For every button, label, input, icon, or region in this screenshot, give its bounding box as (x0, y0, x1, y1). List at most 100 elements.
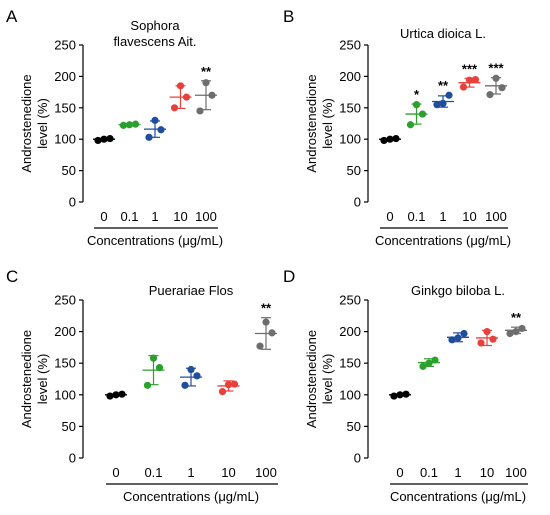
significance-marker: ** (438, 78, 449, 93)
y-axis-label: level (%) (320, 354, 335, 405)
y-tick-label: 50 (62, 163, 76, 178)
x-axis-label: Concentrations (μg/mL) (87, 233, 223, 248)
data-point (477, 339, 485, 347)
y-tick-label: 150 (54, 100, 76, 115)
y-tick-label: 0 (354, 451, 361, 466)
significance-marker: ** (261, 301, 272, 316)
data-point (498, 84, 506, 92)
panel-label: B (283, 7, 294, 26)
y-tick-label: 200 (54, 324, 76, 339)
y-tick-label: 200 (54, 69, 76, 84)
data-point (392, 134, 400, 143)
x-tick-label: 100 (505, 465, 527, 480)
y-tick-label: 150 (54, 356, 76, 371)
y-axis-label: level (%) (35, 98, 50, 149)
data-point (155, 364, 164, 372)
data-point (380, 136, 388, 145)
data-point (224, 381, 233, 389)
chart-title: Ginkgo biloba L. (411, 283, 505, 298)
y-tick-label: 100 (54, 132, 76, 147)
y-tick-label: 50 (347, 163, 361, 178)
y-axis-label: Androstenedione (304, 74, 319, 172)
y-tick-label: 50 (347, 419, 361, 434)
y-tick-label: 250 (54, 38, 76, 53)
data-point (445, 91, 453, 99)
x-tick-label: 100 (485, 209, 507, 224)
data-point (448, 336, 456, 344)
y-axis-label: level (%) (320, 98, 335, 149)
data-point (100, 135, 108, 143)
data-point (412, 101, 421, 109)
data-point (492, 74, 500, 82)
data-point (202, 79, 210, 87)
data-point (256, 342, 264, 350)
x-tick-label: 10 (480, 465, 494, 480)
significance-marker: *** (462, 61, 478, 76)
x-tick-label: 0 (386, 209, 393, 224)
significance-marker: *** (488, 61, 504, 76)
chart-title: flavescens Ait. (113, 34, 196, 49)
y-tick-label: 250 (339, 293, 361, 308)
data-point (465, 76, 474, 84)
chart-title: Puerariae Flos (149, 283, 234, 298)
data-point (187, 365, 195, 374)
chart-title: Urtica dioica L. (400, 26, 486, 41)
y-tick-label: 150 (339, 100, 361, 115)
data-point (170, 104, 179, 112)
data-point (518, 324, 526, 333)
data-point (143, 381, 152, 389)
data-point (486, 91, 494, 99)
data-point (119, 121, 128, 129)
data-point (208, 91, 216, 99)
data-point (512, 328, 520, 336)
y-tick-label: 0 (69, 195, 76, 210)
x-tick-label: 100 (195, 209, 217, 224)
data-point (268, 329, 276, 337)
x-tick-label: 0 (100, 209, 107, 224)
data-point (106, 134, 114, 143)
data-point (418, 110, 427, 118)
y-axis-label: level (%) (35, 354, 50, 405)
panel-label: D (283, 267, 295, 286)
y-tick-label: 50 (62, 419, 76, 434)
data-point (419, 362, 427, 370)
x-tick-label: 1 (151, 209, 158, 224)
data-point (262, 318, 270, 326)
x-tick-label: 0.1 (120, 209, 138, 224)
data-point (483, 328, 491, 336)
data-point (218, 388, 227, 396)
y-tick-label: 0 (354, 195, 361, 210)
y-tick-label: 100 (339, 387, 361, 402)
data-point (386, 135, 394, 143)
data-point (230, 380, 239, 388)
data-point (125, 121, 134, 129)
x-axis-label: Concentrations (μg/mL) (375, 233, 511, 248)
y-tick-label: 100 (339, 132, 361, 147)
data-point (406, 121, 415, 129)
data-point (396, 391, 404, 399)
data-point (433, 101, 441, 109)
x-tick-label: 10 (173, 209, 187, 224)
y-tick-label: 200 (339, 69, 361, 84)
data-point (131, 120, 140, 128)
data-point (151, 116, 159, 124)
y-tick-label: 100 (54, 387, 76, 402)
data-point (94, 136, 102, 145)
data-point (431, 356, 439, 364)
data-point (471, 75, 480, 84)
data-point (439, 99, 447, 108)
x-tick-label: 0 (396, 465, 403, 480)
data-point (506, 329, 514, 338)
significance-marker: ** (201, 64, 212, 79)
x-tick-label: 1 (187, 465, 194, 480)
x-tick-label: 0.1 (407, 209, 425, 224)
data-point (390, 392, 398, 400)
y-tick-label: 0 (69, 451, 76, 466)
y-axis-label: Androstenedione (19, 330, 34, 428)
data-point (182, 93, 191, 101)
data-point (425, 359, 433, 367)
